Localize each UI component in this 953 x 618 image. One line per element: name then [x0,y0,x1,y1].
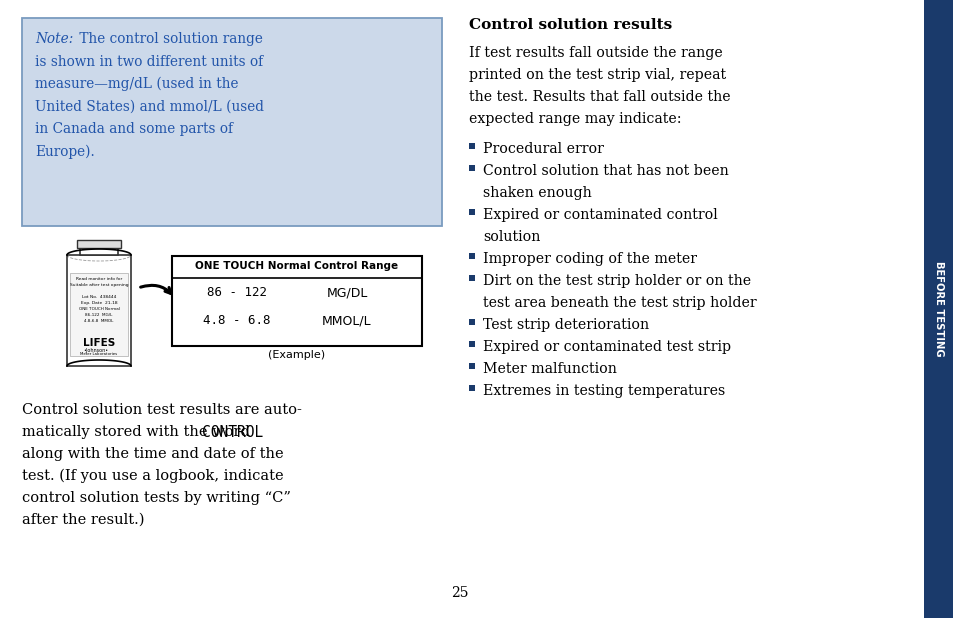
Text: MMOL/L: MMOL/L [322,314,372,327]
Text: ONE TOUCH Normal Control Range: ONE TOUCH Normal Control Range [195,261,398,271]
Text: printed on the test strip vial, repeat: printed on the test strip vial, repeat [469,68,725,82]
Text: Meter malfunction: Meter malfunction [482,362,617,376]
Text: Control solution results: Control solution results [469,18,672,32]
Text: Lot No.  438444: Lot No. 438444 [82,295,116,299]
Text: 4.8-6.8  MMOL: 4.8-6.8 MMOL [84,319,113,323]
Text: Improper coding of the meter: Improper coding of the meter [482,252,697,266]
Text: measure—mg/dL (used in the: measure—mg/dL (used in the [35,77,238,91]
Text: LIFES: LIFES [83,338,115,348]
Text: MG/DL: MG/DL [326,286,367,299]
Bar [77,240,120,248]
Bar [469,275,475,281]
Text: The control solution range: The control solution range [75,32,263,46]
Text: Control solution test results are auto-: Control solution test results are auto- [22,403,301,417]
Text: Test strip deterioration: Test strip deterioration [482,318,648,332]
Text: Read monitor info for: Read monitor info for [76,277,122,281]
Text: control solution tests by writing “C”: control solution tests by writing “C” [22,491,291,505]
Text: matically stored with the word: matically stored with the word [22,425,254,439]
Text: in Canada and some parts of: in Canada and some parts of [35,122,233,136]
Text: test. (If you use a logbook, indicate: test. (If you use a logbook, indicate [22,469,283,483]
Text: Meter Laboratories: Meter Laboratories [80,352,117,356]
Text: (Example): (Example) [268,350,325,360]
Bar [469,165,475,171]
Bar [469,209,475,215]
Bar [469,363,475,369]
Text: United States) and mmol/L (used: United States) and mmol/L (used [35,99,264,114]
Bar [469,143,475,149]
Text: •Johnson•: •Johnson• [83,348,109,353]
Text: If test results fall outside the range: If test results fall outside the range [469,46,722,60]
Text: the test. Results that fall outside the: the test. Results that fall outside the [469,90,730,104]
Bar [469,253,475,259]
Text: ONE TOUCH Normal: ONE TOUCH Normal [78,307,119,311]
Text: BEFORE TESTING: BEFORE TESTING [933,261,943,357]
Text: Exp. Date  21-18: Exp. Date 21-18 [81,301,117,305]
Bar [469,385,475,391]
Text: 86 - 122: 86 - 122 [207,286,267,299]
Text: shaken enough: shaken enough [482,186,591,200]
Text: Suitable after test opening: Suitable after test opening [70,283,128,287]
Bar [172,256,421,346]
Text: test area beneath the test strip holder: test area beneath the test strip holder [482,296,756,310]
Bar [80,245,117,255]
Text: Dirt on the test strip holder or on the: Dirt on the test strip holder or on the [482,274,750,288]
Text: after the result.): after the result.) [22,513,144,527]
Text: expected range may indicate:: expected range may indicate: [469,112,680,126]
Text: along with the time and date of the: along with the time and date of the [22,447,283,461]
FancyBboxPatch shape [22,18,441,226]
Bar [469,341,475,347]
Text: CONTROL: CONTROL [202,425,263,440]
Text: Expired or contaminated control: Expired or contaminated control [482,208,717,222]
Bar [923,0,953,618]
Text: Extremes in testing temperatures: Extremes in testing temperatures [482,384,724,398]
Text: Europe).: Europe). [35,145,94,159]
Text: 25: 25 [451,586,468,600]
Text: Procedural error: Procedural error [482,142,603,156]
Text: Expired or contaminated test strip: Expired or contaminated test strip [482,340,730,354]
Text: solution: solution [482,230,539,244]
Text: 86-122  MG/L: 86-122 MG/L [85,313,112,317]
Bar [67,255,131,366]
Text: Control solution that has not been: Control solution that has not been [482,164,728,178]
Text: is shown in two different units of: is shown in two different units of [35,54,263,69]
Text: 4.8 - 6.8: 4.8 - 6.8 [203,314,271,327]
Bar [70,273,128,356]
Bar [469,319,475,325]
Text: Note:: Note: [35,32,73,46]
